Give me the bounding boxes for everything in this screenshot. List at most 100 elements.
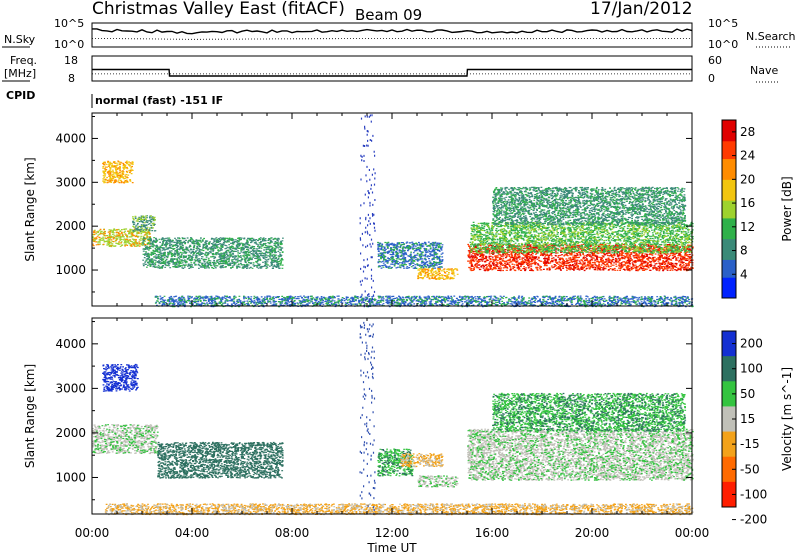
power-colorbar-title: Power [dB] — [780, 176, 794, 241]
x-tick-label: 00:00 — [75, 526, 110, 540]
power-colorbar-segment — [722, 265, 736, 269]
scatter-region-5-shade — [417, 267, 459, 280]
nsky-series-line — [92, 28, 693, 35]
power-colorbar-segment — [722, 158, 736, 163]
power-colorbar-segment — [722, 295, 736, 299]
nave-label: Nave — [750, 64, 778, 77]
freq-unit: [MHz] — [4, 67, 36, 80]
nave-tick-top: 60 — [708, 54, 722, 67]
velocity-colorbar-segment — [722, 356, 736, 382]
power-colorbar-segment — [722, 134, 736, 139]
scatter-region-9-shade — [154, 295, 694, 308]
power-colorbar-label: 12 — [740, 220, 755, 234]
cpid-label: CPID — [6, 89, 35, 102]
power-colorbar-segment — [722, 188, 736, 192]
velocity-colorbar: 200 100 50 15 -15 -50 -100 -200 Velocity [m s^-1… — [721, 330, 794, 527]
power-colorbar-segment — [722, 143, 736, 148]
scatter-region-0-shade — [92, 228, 151, 247]
power-colorbar-label: 16 — [740, 196, 755, 210]
freq-tick-top: 18 — [64, 54, 78, 67]
velocity-colorbar-label: -15 — [740, 437, 760, 451]
scatter-region-8-shade — [492, 186, 687, 225]
panel-background — [92, 318, 692, 514]
nsearch-tick-bottom: 10^0 — [708, 38, 738, 51]
power-colorbar-segment — [722, 182, 736, 186]
power-colorbar-segment — [722, 259, 736, 263]
power-colorbar-segment — [722, 271, 736, 275]
x-tick-label: 08:00 — [275, 526, 310, 540]
power-colorbar-segment — [722, 217, 736, 222]
scatter-region-2 — [157, 441, 284, 479]
power-colorbar-segment — [722, 220, 736, 225]
scatter-region-7 — [469, 221, 694, 254]
power-colorbar-segment — [722, 226, 736, 231]
velocity-colorbar-segment — [722, 481, 736, 508]
scatter-region-2-shade — [157, 442, 284, 479]
velocity-panel: 1000 2000 3000 4000 Slant Range [km] 00:00 04:… — [23, 317, 710, 540]
y-tick-label: 2000 — [55, 426, 86, 440]
scatter-region-6 — [467, 243, 694, 272]
nave-tick-bottom: 0 — [708, 72, 715, 85]
velocity-colorbar-label: 50 — [740, 387, 755, 401]
power-colorbar-segment — [722, 155, 736, 160]
power-colorbar-label: 4 — [740, 267, 748, 281]
freq-strip: Freq. [MHz] 18 8 60 0 Nave — [2, 54, 780, 85]
power-colorbar-segment — [722, 283, 736, 287]
scatter-region-5-shade — [418, 475, 458, 488]
power-colorbar-segment — [722, 209, 736, 213]
power-colorbar-segment — [722, 256, 736, 260]
panel-background — [92, 113, 692, 306]
power-colorbar-segment — [722, 241, 736, 246]
date-label: 17/Jan/2012 — [590, 0, 693, 19]
power-colorbar-segment — [722, 140, 736, 145]
power-colorbar-segment — [722, 203, 736, 207]
power-colorbar-segment — [722, 247, 736, 252]
power-colorbar-segment — [722, 223, 736, 228]
power-colorbar-segment — [722, 149, 736, 154]
y-tick-label: 3000 — [55, 381, 86, 395]
power-colorbar-segment — [722, 238, 736, 243]
freq-series-line — [92, 68, 692, 77]
power-colorbar-segment — [722, 128, 736, 133]
nsearch-tick-top: 10^5 — [708, 17, 738, 30]
scatter-region-7-shade — [469, 221, 693, 254]
nsky-tick-bottom: 10^0 — [54, 38, 84, 51]
power-colorbar-frame — [721, 119, 737, 299]
power-colorbar-segment — [722, 250, 736, 254]
power-colorbar-segment — [722, 277, 736, 281]
power-colorbar-segment — [722, 173, 736, 177]
y-tick-label: 2000 — [55, 219, 86, 233]
x-tick-label: 12:00 — [375, 526, 410, 540]
scatter-region-2 — [132, 215, 157, 232]
power-colorbar-segment — [722, 262, 736, 266]
velocity-colorbar-segment — [722, 456, 736, 483]
velocity-colorbar-label: 15 — [740, 412, 755, 426]
power-colorbar-segment — [722, 146, 736, 151]
power-colorbar-segment — [722, 211, 736, 216]
power-colorbar-segment — [722, 137, 736, 142]
scatter-region-4-shade — [400, 454, 443, 468]
power-colorbar-label: 20 — [740, 172, 755, 186]
power-panel: 1000 2000 3000 4000 Slant Range [km] — [23, 112, 694, 308]
power-colorbar-segment — [722, 125, 736, 130]
velocity-colorbar-label: -50 — [740, 462, 760, 476]
velocity-colorbar-label: 200 — [740, 337, 763, 351]
velocity-colorbar-segment — [722, 431, 736, 458]
nsearch-label: N.Search — [746, 30, 796, 43]
power-colorbar-segment — [722, 120, 736, 124]
scatter-region-6-shade — [467, 243, 694, 272]
nsearch-series-line — [92, 38, 692, 40]
nsky-strip: N.Sky 10^5 10^0 10^5 10^0 N.Search — [2, 17, 796, 51]
power-colorbar: 4 8 12 16 20 24 28 Power [dB] — [721, 119, 794, 299]
power-colorbar-segment — [722, 122, 736, 127]
x-tick-label: 00:00 — [675, 526, 710, 540]
power-colorbar-label: 28 — [740, 125, 755, 139]
power-colorbar-segment — [722, 170, 736, 174]
power-colorbar-segment — [722, 167, 736, 171]
scatter-region-2-shade — [132, 215, 156, 231]
scatter-region-4-shade — [377, 241, 442, 269]
scatter-region-1 — [102, 160, 134, 184]
freq-label: Freq. — [10, 54, 37, 67]
y-tick-label: 4000 — [55, 337, 86, 351]
power-colorbar-label: 8 — [740, 244, 748, 258]
